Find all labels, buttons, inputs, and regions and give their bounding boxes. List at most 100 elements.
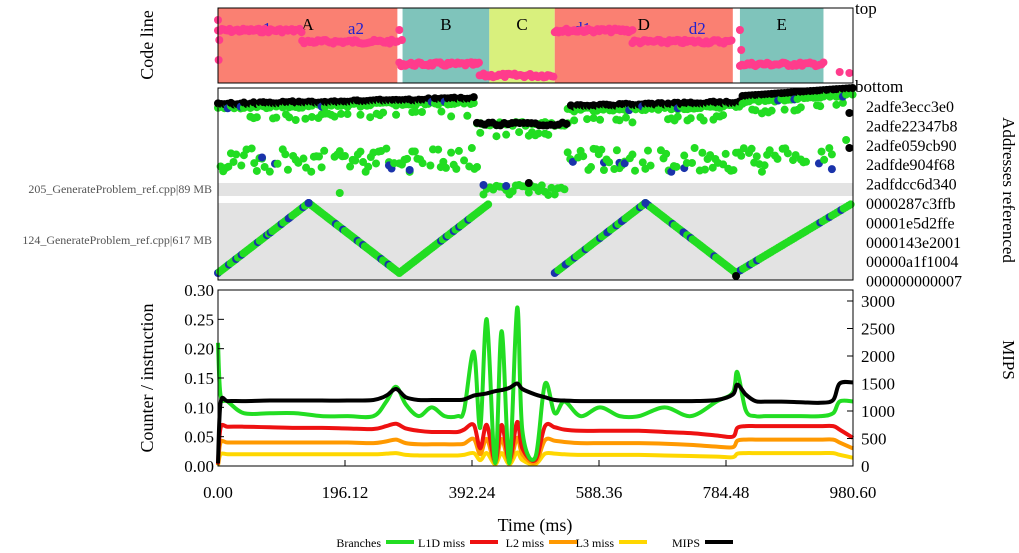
address-point <box>356 147 365 156</box>
address-point <box>237 161 246 170</box>
address-point <box>260 162 269 171</box>
address-point <box>612 146 621 155</box>
series-line-l1d-miss <box>216 419 855 465</box>
address-tick-label: 2adfe22347b8 <box>866 118 958 135</box>
x-tick-label: 980.60 <box>830 483 877 502</box>
address-point <box>550 190 559 199</box>
address-point <box>301 114 310 123</box>
code-line-point <box>395 26 404 34</box>
address-point <box>439 157 448 166</box>
address-point <box>426 161 435 170</box>
address-point <box>479 181 488 189</box>
address-point <box>467 144 476 153</box>
code-line-point <box>474 58 483 67</box>
address-point <box>739 144 748 153</box>
address-point <box>502 130 511 139</box>
code-line-point <box>845 69 854 77</box>
address-point <box>708 163 717 172</box>
address-point <box>307 112 316 121</box>
code-line-point <box>735 26 744 34</box>
code-line-point <box>819 58 828 67</box>
address-point <box>765 146 774 155</box>
address-tick-label: 00000a1f1004 <box>866 254 958 271</box>
phase-region-b <box>402 8 490 83</box>
legend-label-branches: Branches <box>336 536 381 550</box>
top-label: top <box>855 0 877 18</box>
address-point <box>562 119 571 128</box>
address-tick-label: 2adfde904f68 <box>866 157 955 174</box>
phase-region-e <box>739 8 824 83</box>
address-point <box>544 130 553 139</box>
address-point <box>315 152 324 161</box>
address-point <box>346 162 355 171</box>
address-tick-label: 2adfdcc6d340 <box>866 177 957 194</box>
code-line-point <box>397 36 406 44</box>
address-point <box>447 148 456 157</box>
legend-label-l3-miss: L3 miss <box>576 536 615 550</box>
address-point <box>757 167 766 176</box>
legend-label-l2-miss: L2 miss <box>506 536 545 550</box>
address-point <box>250 159 259 168</box>
x-tick-label: 392.24 <box>449 483 496 502</box>
y2-tick-label: 2000 <box>861 347 895 366</box>
address-point <box>801 157 810 166</box>
address-point <box>589 114 598 123</box>
address-point <box>816 102 825 111</box>
address-point <box>411 107 420 116</box>
address-point <box>688 158 697 167</box>
address-point <box>579 152 588 161</box>
address-point <box>291 115 300 124</box>
address-point <box>476 128 485 137</box>
address-point <box>752 152 761 161</box>
address-point <box>534 129 543 138</box>
address-point <box>780 105 789 114</box>
y-tick-label: 0.10 <box>184 398 214 417</box>
address-point <box>447 112 456 121</box>
x-tick-label: 588.36 <box>576 483 623 502</box>
address-point <box>330 112 339 121</box>
address-point <box>544 190 553 199</box>
address-point <box>747 144 756 153</box>
legend: Branches L1D miss L2 miss L3 miss MIPS <box>336 536 733 550</box>
address-point <box>351 156 360 165</box>
counter-panel: 0.00 0.05 0.10 0.15 0.20 0.25 0.30 0 500 1000 1500… <box>137 281 1018 536</box>
x-tick-label: 196.12 <box>322 483 369 502</box>
y-tick-label: 0.25 <box>184 310 214 329</box>
address-point <box>641 199 650 207</box>
series-line-l2-miss <box>216 435 854 466</box>
address-tick-label: 0000143e2001 <box>866 235 961 252</box>
address-point <box>638 158 647 167</box>
address-point <box>827 150 836 159</box>
code-line-point <box>297 28 306 37</box>
address-point <box>597 145 606 154</box>
code-line-point <box>737 46 746 54</box>
address-point <box>662 149 671 158</box>
address-point <box>583 115 592 124</box>
address-point <box>473 163 482 172</box>
series-line-l3-miss <box>216 450 854 467</box>
y-tick-label: 0.15 <box>184 369 214 388</box>
address-point <box>463 111 472 120</box>
phase-label-d: D <box>638 15 650 34</box>
address-tick-label: 0000287c3ffb <box>866 196 955 213</box>
address-point <box>796 103 805 112</box>
address-axis-label: Addresses referenced <box>999 117 1018 263</box>
legend-label-mips: MIPS <box>672 536 700 550</box>
address-point <box>515 128 524 137</box>
address-point <box>737 151 746 160</box>
address-point <box>699 116 708 125</box>
bottom-label: bottom <box>855 77 903 96</box>
address-tick-label: 2adfe3ecc3e0 <box>866 99 954 116</box>
code-line-point <box>549 72 558 81</box>
address-point <box>320 146 329 155</box>
code-line-axis-label: Code line <box>137 10 157 80</box>
address-point <box>285 113 294 122</box>
address-point <box>690 144 699 153</box>
address-point <box>272 113 281 122</box>
address-point <box>224 162 233 171</box>
address-point <box>820 155 829 164</box>
address-point <box>760 161 769 170</box>
address-point <box>672 162 681 171</box>
address-point <box>628 150 637 159</box>
address-point <box>359 158 368 167</box>
